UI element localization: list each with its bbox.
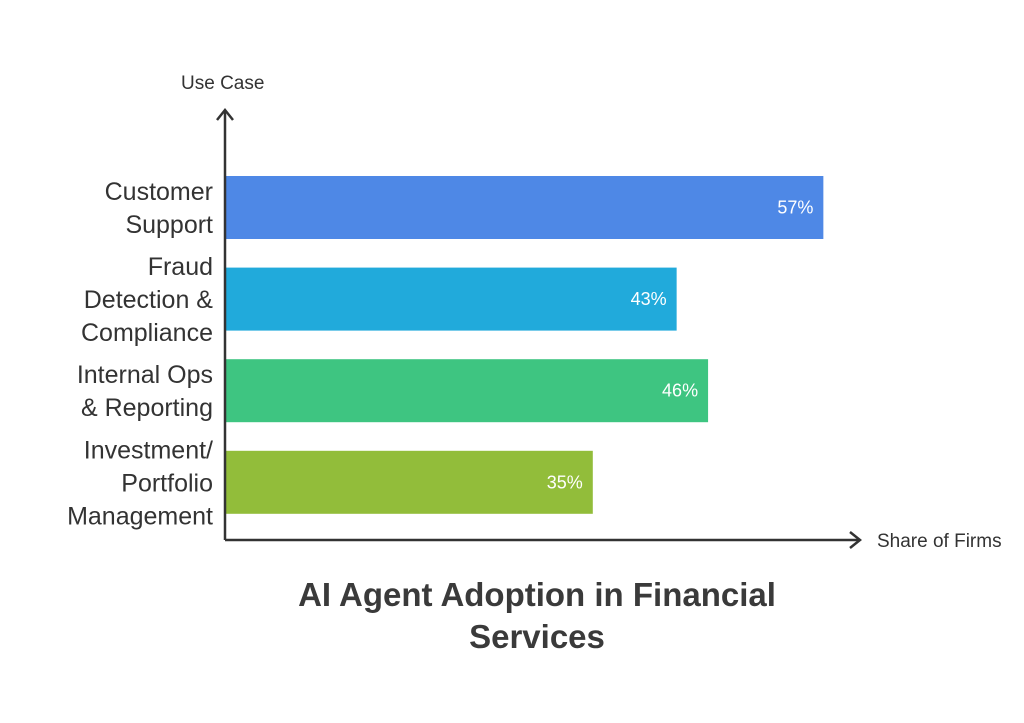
category-label: Customer: [105, 178, 213, 206]
y-axis-arrow-icon: [216, 107, 234, 121]
x-axis-arrow-icon: [849, 531, 863, 549]
y-axis-title: Use Case: [181, 73, 264, 94]
chart-title-line-2: Services: [469, 618, 605, 655]
category-label: Investment/: [84, 436, 213, 464]
bar-value-label: 57%: [777, 198, 813, 218]
chart-title: AI Agent Adoption in Financial Services: [0, 574, 1024, 658]
category-label: Detection &: [84, 286, 214, 314]
category-label: Management: [67, 502, 213, 530]
chart-title-line-1: AI Agent Adoption in Financial: [298, 576, 776, 613]
category-label: Internal Ops: [77, 361, 213, 389]
category-label: Compliance: [81, 319, 213, 347]
bar-1: [226, 176, 824, 239]
x-axis-title: Share of Firms: [877, 531, 1002, 552]
bar-2: [226, 267, 677, 331]
category-label: & Reporting: [81, 394, 213, 422]
category-label: Fraud: [148, 253, 213, 281]
bar-4: [226, 450, 593, 514]
bar-value-label: 35%: [547, 472, 583, 492]
bar-3: [226, 359, 709, 423]
category-label: Support: [125, 211, 213, 239]
bar-value-label: 46%: [662, 381, 698, 401]
category-label: Portfolio: [121, 469, 213, 497]
bar-value-label: 43%: [631, 289, 667, 309]
